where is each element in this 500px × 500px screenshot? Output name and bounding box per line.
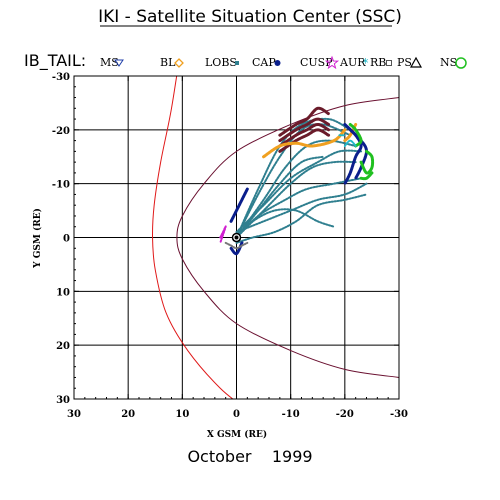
series-rb <box>224 241 249 250</box>
legend-label: IB_TAIL: <box>24 51 86 71</box>
y-tick-label: -30 <box>52 72 70 83</box>
series-lobs-track <box>235 177 363 239</box>
square-icon <box>235 61 239 65</box>
series-ns-track <box>359 149 375 175</box>
y-tick-label: 10 <box>56 287 70 298</box>
legend-item-label: CUSP <box>300 56 333 69</box>
legend-item-ps: PS <box>397 56 423 69</box>
star-icon <box>324 55 340 70</box>
x-tick-label: -10 <box>282 409 300 420</box>
legend-item-label: AUR <box>339 56 366 69</box>
x-tick-label: 20 <box>121 409 135 420</box>
x-tick-label: 30 <box>67 409 81 420</box>
legend-item-ms: MS <box>100 56 124 69</box>
series-bl-track <box>278 117 331 143</box>
y-axis-label: Y GSM (RE) <box>32 208 43 269</box>
legend-item-label: CAP <box>252 56 276 69</box>
legend-item-label: NS <box>440 56 457 69</box>
plot-clipped <box>152 76 399 399</box>
boundary-magnetopause <box>176 97 399 378</box>
legend-item-label: MS <box>100 56 119 69</box>
series-ns-track <box>359 171 374 181</box>
series-cusp <box>219 225 227 244</box>
y-tick-label: -10 <box>52 180 70 191</box>
legend-item-ns: NS <box>440 56 467 69</box>
series-lobs-track <box>235 182 368 234</box>
y-tick-label: -20 <box>52 126 70 137</box>
chart-title: IKI - Satellite Situation Center (SSC) <box>98 7 402 27</box>
circle-icon <box>455 57 467 69</box>
series-ns-track <box>348 122 363 148</box>
series-lobs-track <box>235 160 357 239</box>
x-tick-label: 10 <box>175 409 189 420</box>
series-ns <box>348 122 375 181</box>
legend-item-label: BL <box>160 56 176 69</box>
series-aur-track <box>343 139 357 147</box>
legend-item-cusp: CUSP <box>300 55 340 70</box>
series-lobs-track <box>235 155 325 239</box>
circle-icon <box>274 60 281 66</box>
axes: 30 20 10 0 -10 -20 -30 -30 -20 -10 0 10 20 30 <box>52 72 408 420</box>
series-aur <box>338 134 357 147</box>
plot-area <box>73 75 400 400</box>
earth-center <box>234 235 239 240</box>
x-tick-label: -30 <box>390 409 408 420</box>
legend-item-label: PS <box>397 56 412 69</box>
legend-item-rb: RB <box>370 56 392 69</box>
series-cap-track <box>229 187 249 223</box>
x-axis-label: X GSM (RE) <box>207 429 267 440</box>
series-bl-track <box>278 122 331 148</box>
legend-item-label: RB <box>370 56 386 69</box>
y-tick-label: 20 <box>56 341 70 352</box>
diamond-icon <box>174 58 184 68</box>
asterisk-icon: * <box>363 56 369 70</box>
series-lobs-track <box>235 139 357 239</box>
x-tick-label: 0 <box>233 409 240 420</box>
legend-item-lobs: LOBS <box>205 56 239 69</box>
legend: IB_TAIL: MS BL LOBS CAP CUSP AUR* RB PS NS <box>24 51 467 71</box>
triangle-up-icon <box>409 56 423 68</box>
y-tick-label: 0 <box>63 234 70 245</box>
series-lobs-track <box>235 149 363 234</box>
boundary-bow-shock <box>152 76 234 399</box>
legend-item-cap: CAP <box>252 56 281 69</box>
y-tick-label: 30 <box>56 395 70 406</box>
series-bl-track <box>278 106 331 137</box>
series-lobs-track <box>235 193 368 244</box>
series-rb-track <box>224 241 249 250</box>
legend-item-bl: BL <box>160 56 184 69</box>
series-lobs-track <box>235 208 335 239</box>
triangle-down-icon <box>114 59 124 67</box>
square-outline-icon <box>386 60 392 66</box>
series-ms-track <box>262 128 347 159</box>
legend-item-aur: AUR* <box>339 56 369 70</box>
series-lobs-track <box>235 123 352 239</box>
date-subtitle: October 1999 <box>187 447 312 466</box>
series-cusp-track <box>219 225 227 244</box>
legend-item-label: LOBS <box>205 56 237 69</box>
x-tick-label: -20 <box>336 409 354 420</box>
